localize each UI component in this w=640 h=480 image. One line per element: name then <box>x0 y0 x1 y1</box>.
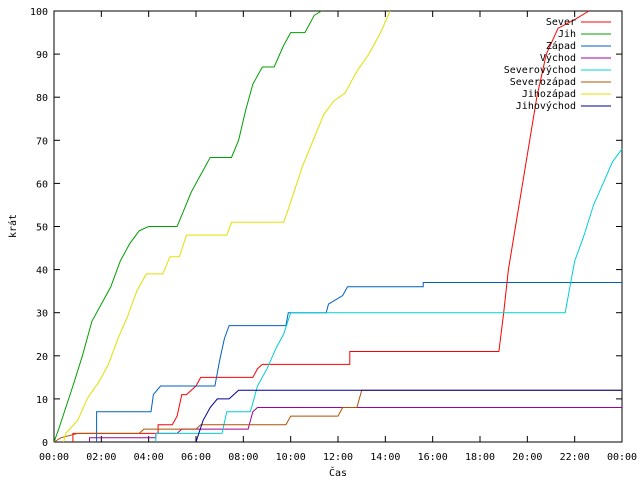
legend-label: Jih <box>558 29 576 40</box>
y-tick-label: 70 <box>36 136 48 147</box>
y-tick-label: 100 <box>30 7 48 18</box>
y-tick-label: 0 <box>42 438 48 449</box>
y-axis-label: krát <box>7 214 19 238</box>
y-tick-label: 80 <box>36 93 48 104</box>
axis-ticks: 00:00 02:00 04:00 06:00 08:00 10:00 12:00 14:00… <box>30 7 637 463</box>
x-tick-label: 02:00 <box>86 452 116 463</box>
series-line-Sever <box>72 10 590 442</box>
series-line-Jih <box>53 10 322 443</box>
legend-label: Severozápad <box>510 76 576 88</box>
y-tick-label: 50 <box>36 223 48 234</box>
series-line-Východ <box>89 407 622 442</box>
x-tick-label: 18:00 <box>465 452 495 463</box>
y-tick-label: 40 <box>36 266 48 277</box>
x-tick-label: 10:00 <box>276 452 306 463</box>
y-tick-label: 60 <box>36 179 48 190</box>
x-tick-label: 20:00 <box>512 452 542 463</box>
series-line-Západ <box>96 282 622 442</box>
x-tick-label: 08:00 <box>228 452 258 463</box>
y-tick-label: 20 <box>36 352 48 363</box>
x-tick-label: 16:00 <box>418 452 448 463</box>
series-line-Severozápad <box>53 389 622 443</box>
x-tick-label: 12:00 <box>323 452 353 463</box>
legend-label: Západ <box>546 40 576 52</box>
y-tick-label: 10 <box>36 395 48 406</box>
legend-label: Východ <box>540 52 576 64</box>
series-line-Severovýchod <box>155 148 623 442</box>
legend-label: Jihovýchod <box>516 100 576 112</box>
y-tick-label: 30 <box>36 309 48 320</box>
legend-label: Sever <box>546 17 576 28</box>
x-tick-label: 22:00 <box>560 452 590 463</box>
x-tick-label: 14:00 <box>370 452 400 463</box>
x-axis-label: Čas <box>329 466 347 479</box>
series-lines <box>53 10 623 443</box>
series-line-Jihovýchod <box>195 389 622 443</box>
y-tick-label: 90 <box>36 50 48 61</box>
legend-label: Severovýchod <box>504 64 576 76</box>
series-line-Jihozápad <box>63 10 391 443</box>
x-tick-label: 06:00 <box>181 452 211 463</box>
x-tick-label: 00:00 <box>39 452 69 463</box>
legend-label: Jihozápad <box>522 88 576 100</box>
x-tick-label: 04:00 <box>134 452 164 463</box>
legend: SeverJihZápadVýchodSeverovýchodSeverozáp… <box>504 17 611 112</box>
x-tick-label: 00:00 <box>607 452 637 463</box>
